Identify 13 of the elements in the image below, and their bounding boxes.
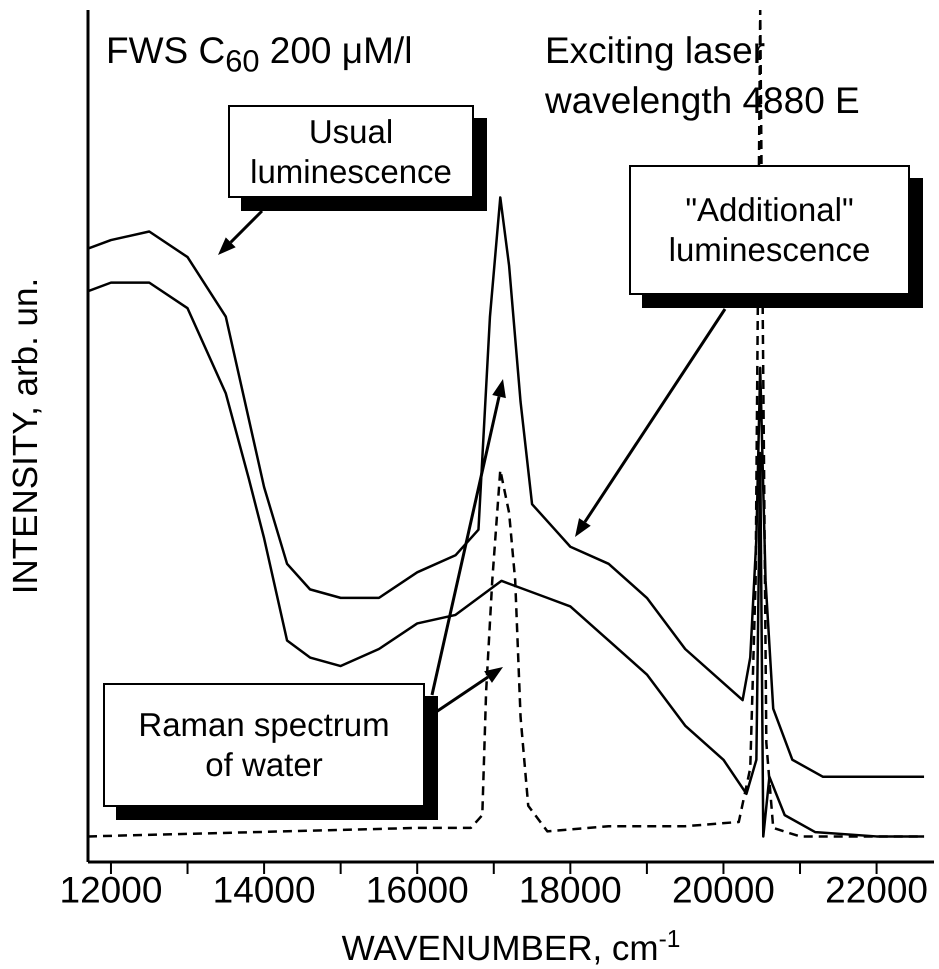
annotation: Usual luminescence	[228, 105, 474, 198]
x-tick-label: 12000	[60, 869, 162, 910]
x-tick-label: 20000	[672, 869, 775, 910]
x-axis-title: WAVENUMBER, cm$^{-1}$	[342, 926, 680, 968]
y-axis-title: INTENSITY, arb. un.	[6, 278, 46, 594]
x-tick-label: 16000	[366, 869, 469, 910]
annotation: Exciting laser wavelength 4880 E	[545, 29, 861, 123]
annotation: FWS C$_{60}$ 200 μM/l	[106, 29, 414, 80]
x-tick-label: 14000	[212, 869, 316, 910]
annotation: Raman spectrum of water	[103, 683, 425, 807]
x-tick-label: 22000	[825, 869, 928, 910]
x-tick-label: 18000	[518, 869, 622, 910]
annotation: "Additional" luminescence	[629, 165, 910, 295]
